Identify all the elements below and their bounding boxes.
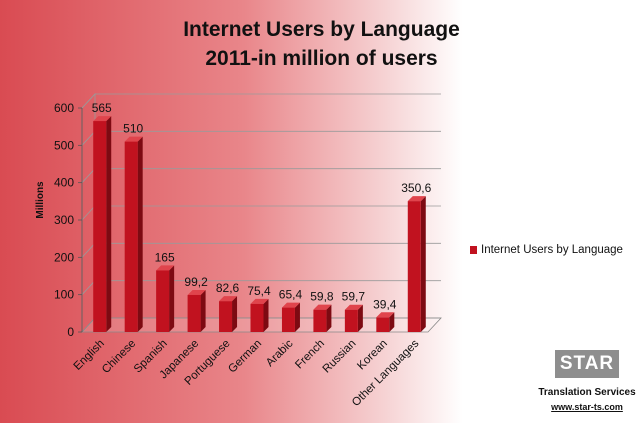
bar-top (219, 296, 238, 302)
legend-label: Internet Users by Language (481, 244, 623, 256)
y-tick-label: 500 (54, 138, 74, 152)
bar-front (250, 303, 264, 332)
bar-portuguese (219, 296, 238, 332)
data-label: 510 (123, 122, 143, 136)
x-tick-label: Chinese (100, 338, 138, 376)
bar-side (263, 298, 269, 332)
data-label: 565 (92, 101, 112, 115)
data-label: 350,6 (401, 181, 431, 195)
logo-tagline: Translation Services (538, 387, 636, 398)
data-label: 59,8 (310, 290, 334, 304)
bar-french (313, 304, 332, 332)
bar-front (219, 301, 233, 332)
bar-top (187, 289, 206, 295)
bar-side (232, 296, 238, 332)
bar-top (344, 304, 363, 310)
y-gridline (81, 93, 441, 109)
y-tick-label: 300 (54, 213, 74, 227)
y-axis-title: Millions (35, 181, 46, 219)
bar-korean (376, 312, 395, 332)
y-tick-label: 100 (54, 288, 74, 302)
y-tick-label: 400 (54, 176, 74, 190)
chart-bars (93, 116, 426, 332)
bar-top (250, 298, 269, 304)
bar-top (124, 136, 143, 142)
y-tick-label: 600 (54, 101, 74, 115)
x-tick-label: Russian (321, 338, 359, 376)
bar-front (187, 294, 201, 332)
bar-side (294, 302, 300, 332)
legend-swatch (470, 246, 477, 254)
bar-top (93, 116, 112, 122)
bar-top (156, 265, 175, 271)
bar-russian (344, 304, 363, 332)
data-label: 65,4 (279, 288, 303, 302)
bar-front (156, 270, 170, 332)
bar-top (376, 312, 395, 318)
x-tick-label: German (226, 338, 264, 376)
data-label: 165 (155, 250, 175, 264)
bar-front (93, 121, 107, 332)
bar-front (281, 307, 295, 332)
x-tick-label: Arabic (264, 337, 296, 369)
bar-spanish (156, 265, 175, 332)
data-label: 82,6 (216, 281, 240, 295)
bar-side (420, 196, 426, 332)
bar-front (124, 141, 138, 332)
logo-url-link[interactable]: www.star-ts.com (551, 402, 623, 412)
chart-title-line2: 2011-in million of users (205, 47, 438, 70)
bar-german (250, 298, 269, 332)
chart-legend: Internet Users by Language (470, 244, 623, 256)
bar-side (169, 265, 175, 332)
bar-side (357, 304, 363, 332)
bar-top (407, 196, 426, 202)
data-label: 75,4 (247, 284, 271, 298)
bar-side (200, 289, 206, 332)
bar-front (344, 309, 358, 332)
data-label: 99,2 (184, 275, 208, 289)
bar-top (313, 304, 332, 310)
bar-japanese (187, 289, 206, 332)
bar-arabic (281, 302, 300, 332)
y-tick-label: 200 (54, 250, 74, 264)
data-label: 59,7 (342, 290, 366, 304)
bar-english (93, 116, 112, 332)
bar-front (407, 201, 421, 332)
star-logo: STAR (555, 350, 619, 378)
bar-top (281, 302, 300, 308)
bar-front (376, 317, 390, 332)
bar-chinese (124, 136, 143, 332)
bar-side (326, 304, 332, 332)
data-label: 39,4 (373, 297, 397, 311)
bar-side (106, 116, 112, 332)
bar-side (137, 136, 143, 332)
bar-side (389, 312, 395, 332)
bar-front (313, 309, 327, 332)
chart-title-line1: Internet Users by Language (183, 18, 460, 41)
bar-other-languages (407, 196, 426, 332)
y-tick-label: 0 (67, 325, 74, 339)
